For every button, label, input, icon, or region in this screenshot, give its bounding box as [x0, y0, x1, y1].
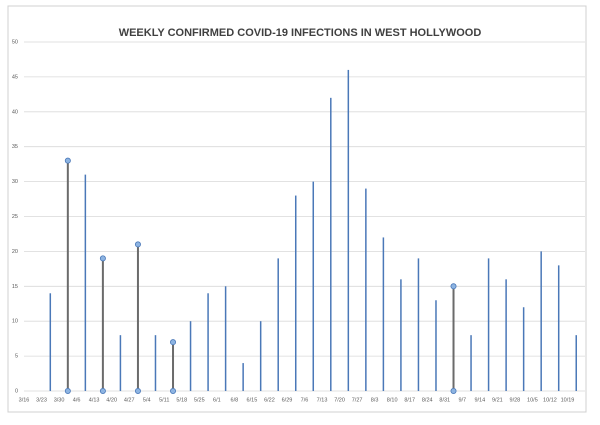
x-tick-label: 6/22 — [264, 397, 275, 403]
bar — [49, 293, 52, 391]
y-tick-label: 5 — [15, 354, 18, 360]
x-tick-label: 8/24 — [422, 397, 433, 403]
y-tick-label: 30 — [12, 179, 18, 185]
x-tick-label: 9/21 — [492, 397, 503, 403]
bar — [207, 293, 209, 391]
x-tick-label: 8/10 — [387, 397, 398, 403]
chart-frame — [7, 5, 587, 413]
x-tick-label: 8/31 — [439, 397, 450, 403]
x-tick-label: 6/8 — [231, 397, 239, 403]
x-tick-label: 9/14 — [474, 397, 485, 403]
bar-marker — [450, 283, 457, 290]
bar — [101, 258, 104, 391]
bar — [66, 160, 69, 391]
x-tick-label: 4/13 — [89, 397, 100, 403]
x-tick-label: 6/29 — [282, 397, 293, 403]
x-tick-label: 5/25 — [194, 397, 205, 403]
y-tick-label: 10 — [12, 319, 18, 325]
bar — [470, 335, 472, 391]
y-tick-label: 20 — [12, 249, 18, 255]
bar — [575, 335, 577, 391]
bar — [189, 321, 192, 391]
bar — [487, 258, 490, 391]
bar — [277, 258, 279, 391]
bar — [417, 258, 420, 391]
y-tick-label: 40 — [12, 109, 18, 115]
x-tick-label: 7/20 — [334, 397, 345, 403]
y-tick-label: 45 — [12, 74, 18, 80]
bar — [242, 363, 244, 391]
bar — [84, 174, 87, 391]
bar — [154, 335, 157, 391]
x-tick-label: 8/3 — [371, 397, 379, 403]
bar-marker — [134, 241, 141, 248]
y-tick-label: 25 — [12, 214, 18, 220]
bar — [136, 244, 139, 391]
bar-marker — [134, 387, 141, 394]
bar — [294, 195, 297, 391]
bar-marker — [64, 387, 71, 394]
x-tick-label: 5/4 — [143, 397, 151, 403]
x-tick-label: 9/28 — [510, 397, 521, 403]
x-tick-label: 7/6 — [301, 397, 309, 403]
bar-marker — [99, 387, 106, 394]
bar — [347, 69, 350, 392]
bar — [172, 342, 175, 391]
bar — [365, 188, 367, 391]
y-tick-label: 50 — [12, 39, 18, 45]
x-tick-label: 10/12 — [543, 397, 557, 403]
x-tick-label: 7/27 — [352, 397, 363, 403]
x-tick-label: 5/18 — [176, 397, 187, 403]
y-tick-label: 0 — [15, 388, 18, 394]
x-tick-label: 3/16 — [19, 397, 30, 403]
bar — [382, 237, 385, 391]
x-tick-label: 6/1 — [213, 397, 221, 403]
bar — [330, 97, 332, 391]
x-tick-label: 3/30 — [54, 397, 65, 403]
bar-marker — [170, 339, 177, 346]
x-tick-label: 5/11 — [159, 397, 169, 403]
bar — [452, 286, 455, 391]
bar — [119, 335, 122, 391]
bar-marker — [450, 387, 457, 394]
x-tick-label: 8/17 — [404, 397, 415, 403]
y-tick-label: 15 — [12, 284, 18, 290]
bar — [435, 300, 437, 391]
x-tick-label: 10/5 — [527, 397, 538, 403]
bar — [540, 251, 542, 391]
x-tick-label: 4/20 — [106, 397, 117, 403]
x-tick-label: 10/19 — [561, 397, 575, 403]
x-tick-label: 9/7 — [458, 397, 466, 403]
bar — [224, 286, 227, 391]
bar-marker — [99, 255, 106, 262]
bar — [259, 321, 262, 391]
bar-marker — [170, 387, 177, 394]
x-tick-label: 3/23 — [36, 397, 47, 403]
x-tick-label: 4/6 — [73, 397, 81, 403]
x-tick-label: 4/27 — [124, 397, 135, 403]
chart-title: WEEKLY CONFIRMED COVID-19 INFECTIONS IN … — [119, 27, 482, 39]
x-tick-label: 7/13 — [317, 397, 328, 403]
bar — [505, 279, 507, 391]
bar — [400, 279, 402, 391]
bar-marker — [64, 157, 71, 164]
bar — [522, 307, 525, 391]
x-tick-label: 6/15 — [247, 397, 258, 403]
bar — [312, 181, 315, 391]
bar — [557, 265, 560, 391]
y-tick-label: 35 — [12, 144, 18, 150]
